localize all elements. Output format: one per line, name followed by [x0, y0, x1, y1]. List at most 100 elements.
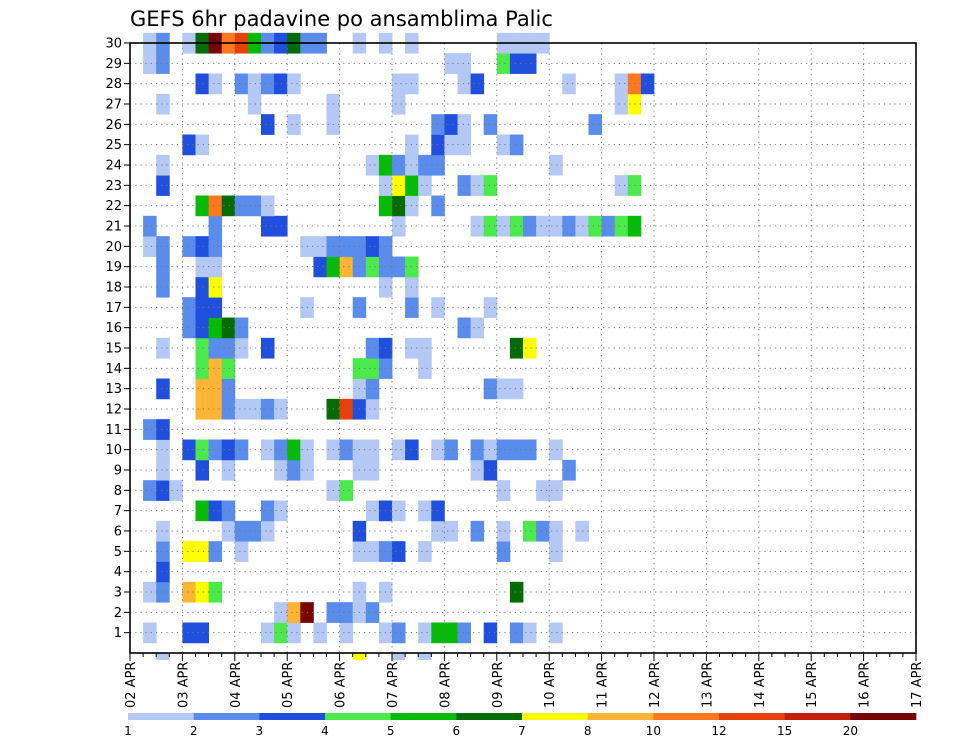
heatmap-cell — [221, 337, 236, 359]
heatmap-cell — [287, 459, 301, 481]
heatmap-cell — [195, 358, 209, 379]
heatmap-cell — [457, 317, 471, 339]
heatmap-cell — [392, 175, 406, 196]
colorbar-label: 5 — [387, 724, 395, 738]
heatmap-cell — [549, 622, 563, 644]
heatmap-cell — [143, 419, 157, 440]
heatmap-cell — [156, 459, 170, 481]
heatmap-cell — [195, 317, 209, 339]
heatmap-cell — [208, 337, 223, 359]
heatmap-cell — [208, 358, 223, 379]
colorbar-swatch — [456, 713, 523, 720]
heatmap-cell — [470, 439, 485, 461]
heatmap-cell — [365, 459, 380, 481]
y-tick-label: 30 — [105, 37, 122, 52]
heatmap-cell — [313, 236, 327, 257]
heatmap-cell — [208, 276, 223, 298]
colorbar-swatch — [784, 713, 851, 720]
heatmap-cell — [431, 134, 445, 156]
colorbar-label: 20 — [843, 724, 858, 738]
heatmap-cell — [208, 500, 223, 522]
heatmap-cell — [287, 73, 301, 95]
heatmap-cell — [483, 378, 498, 400]
heatmap-cell — [523, 520, 537, 542]
heatmap-cell — [431, 195, 445, 217]
heatmap-cell — [496, 378, 511, 400]
heatmap-cell — [418, 154, 432, 176]
colorbar: 1 2 3 4 5 6 7 8 10 12 15 20 — [124, 713, 917, 738]
heatmap-cell — [195, 276, 209, 298]
heatmap-cell — [418, 337, 432, 359]
heatmap-cell — [470, 175, 485, 196]
heatmap-cell — [261, 195, 275, 217]
heatmap-cell — [457, 175, 471, 196]
y-tick-label: 8 — [114, 484, 122, 499]
heatmap-cell — [392, 93, 406, 115]
heatmap-cell — [208, 256, 223, 278]
y-tick-label: 18 — [105, 281, 122, 296]
colorbar-swatch — [653, 713, 720, 720]
x-tick-label: 05 APR — [281, 662, 296, 708]
colorbar-swatch — [193, 713, 260, 720]
x-tick-label: 14 APR — [753, 662, 768, 708]
heatmap-cell — [444, 53, 458, 74]
heatmap-cell — [143, 215, 157, 237]
heatmap-cell — [365, 378, 380, 400]
colorbar-swatch — [390, 713, 457, 720]
heatmap-cell — [195, 500, 209, 522]
heatmap-cell — [444, 622, 458, 644]
heatmap-cell — [143, 53, 157, 74]
heatmap-cell — [444, 439, 458, 461]
heatmap-cell — [365, 236, 380, 257]
heatmap-cell — [156, 337, 170, 359]
heatmap-cell — [234, 317, 249, 339]
x-tick-label: 09 APR — [491, 662, 506, 708]
heatmap-cell — [156, 520, 170, 542]
colorbar-swatch — [259, 713, 326, 720]
heatmap-cell — [339, 602, 354, 623]
heatmap-cell — [365, 256, 380, 278]
colorbar-swatch — [325, 713, 391, 720]
heatmap-cell — [195, 459, 209, 481]
heatmap-cell — [392, 215, 406, 237]
heatmap-cell — [614, 215, 629, 237]
heatmap-cell — [483, 459, 498, 481]
heatmap-cell — [496, 53, 511, 74]
heatmap-cell — [496, 215, 511, 237]
heatmap-cell — [588, 114, 602, 135]
heatmap-cell — [339, 236, 354, 257]
heatmap-cell — [418, 175, 432, 196]
heatmap-cell — [392, 73, 406, 95]
heatmap-cell — [365, 337, 380, 359]
heatmap-cell — [208, 195, 223, 217]
heatmap-cell — [549, 480, 563, 501]
y-tick-label: 2 — [114, 606, 122, 621]
heatmap-cell — [418, 358, 432, 379]
heatmap-cell — [156, 175, 170, 196]
colorbar-swatch — [587, 713, 654, 720]
heatmap-cell — [195, 73, 209, 95]
heatmap-cell — [549, 439, 563, 461]
heatmap-cell — [614, 175, 629, 196]
heatmap-cell — [143, 480, 157, 501]
heatmap-cell — [208, 317, 223, 339]
heatmap-cell — [457, 114, 471, 135]
heatmap-cell — [470, 73, 485, 95]
heatmap-cell — [601, 215, 616, 237]
heatmap-cell — [509, 53, 524, 74]
x-tick-label: 11 APR — [596, 662, 611, 708]
heatmap-cell — [549, 520, 563, 542]
y-tick-label: 7 — [114, 504, 122, 519]
heatmap-cell — [156, 581, 170, 603]
heatmap-cell — [261, 622, 275, 644]
heatmap-cell — [339, 480, 354, 501]
colorbar-swatch — [522, 713, 588, 720]
heatmap-cell — [523, 439, 537, 461]
heatmap-cell — [221, 439, 236, 461]
heatmap-cell — [470, 459, 485, 481]
heatmap-cell — [287, 602, 301, 623]
heatmap-cell — [339, 256, 354, 278]
y-axis: 1234567891011121314151617181920212223242… — [105, 37, 130, 641]
heatmap-cell — [195, 581, 209, 603]
heatmap-cell — [195, 236, 209, 257]
